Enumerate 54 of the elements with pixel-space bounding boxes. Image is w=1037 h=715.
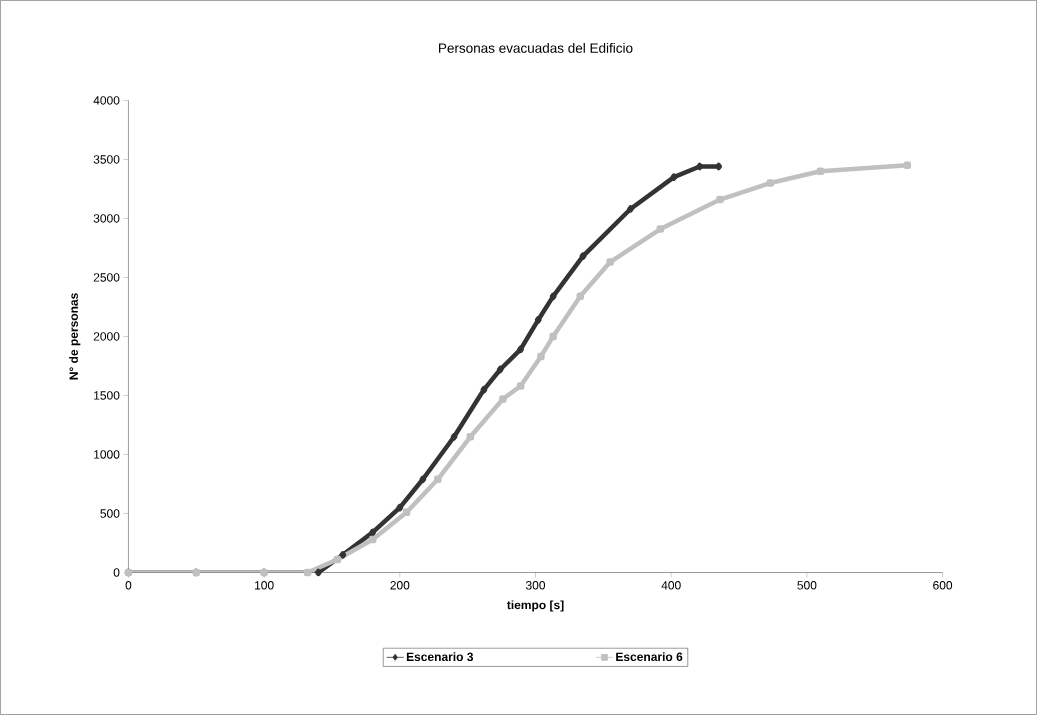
- point: [670, 173, 678, 181]
- point: [549, 332, 557, 341]
- point: [576, 292, 585, 301]
- point: [496, 365, 504, 374]
- point: [368, 535, 377, 544]
- x-tick-label: 600: [933, 581, 953, 590]
- y-tick-label: 3000: [93, 214, 120, 223]
- point: [402, 508, 411, 517]
- point: [606, 258, 614, 266]
- point: [656, 225, 665, 233]
- point: [434, 475, 442, 484]
- point: [499, 395, 507, 403]
- point: [716, 195, 724, 204]
- y-tick-label: 0: [113, 568, 120, 577]
- x-tick-label: 100: [255, 581, 274, 590]
- y-tick-label: 1000: [94, 450, 120, 459]
- point: [339, 551, 347, 559]
- point: [696, 162, 704, 171]
- point: [627, 205, 634, 213]
- point: [534, 316, 542, 324]
- point: [480, 385, 488, 394]
- y-tick-label: 3500: [93, 155, 120, 164]
- x-tick-label: 400: [661, 581, 681, 590]
- point: [816, 167, 825, 176]
- x-axis-title: tiempo [s]: [506, 600, 564, 612]
- x-tick-label: 300: [525, 581, 546, 590]
- x-tick-label: 0: [125, 581, 132, 590]
- x-tick-label: 200: [390, 581, 410, 590]
- point: [450, 433, 458, 441]
- point: [715, 162, 723, 171]
- y-tick-label: 2500: [93, 273, 120, 282]
- legend-label: Escenario 3: [406, 652, 474, 662]
- point: [369, 528, 377, 537]
- point: [766, 179, 774, 187]
- y-tick-label: 1500: [94, 391, 120, 400]
- chart-title: Personas evacuadas del Edificio: [439, 42, 633, 53]
- y-tick-label: 2000: [93, 332, 120, 341]
- point: [579, 252, 587, 260]
- y-tick-label: 4000: [93, 96, 120, 105]
- legend-label: Escenario 6: [616, 652, 683, 662]
- point: [419, 475, 427, 484]
- x-tick-label: 500: [797, 581, 817, 590]
- point: [315, 568, 322, 577]
- y-tick-label: 500: [100, 509, 120, 518]
- y-axis-title: N° de personas: [69, 293, 81, 380]
- point: [537, 352, 545, 361]
- point: [903, 161, 912, 170]
- point: [333, 555, 342, 564]
- point: [303, 568, 312, 577]
- point: [396, 503, 404, 512]
- point: [517, 345, 524, 354]
- point: [549, 292, 557, 301]
- point: [516, 382, 525, 390]
- point: [466, 433, 475, 441]
